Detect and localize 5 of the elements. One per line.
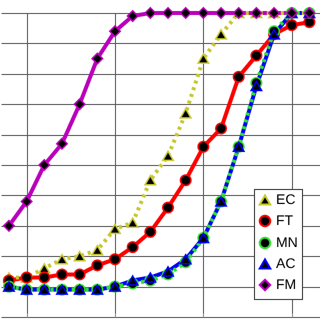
legend-label: EC: [276, 191, 296, 207]
legend-label: FT: [276, 212, 294, 228]
legend-label: MN: [276, 234, 298, 250]
legend-label: AC: [276, 255, 296, 271]
legend-label: FM: [276, 276, 296, 292]
